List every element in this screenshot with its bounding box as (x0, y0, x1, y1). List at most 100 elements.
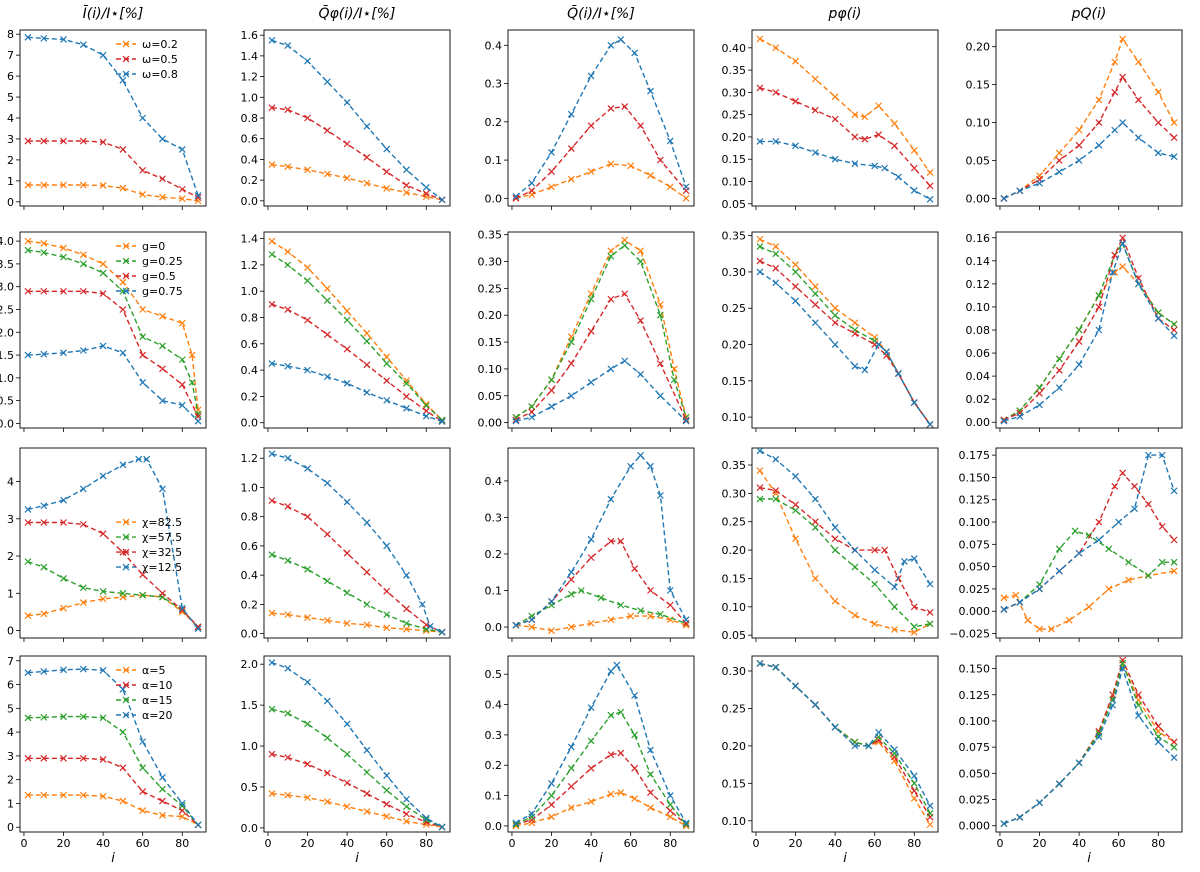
data-point (139, 571, 147, 579)
y-tick-label: 0.175 (959, 449, 991, 462)
y-tick-label: 0.20 (966, 41, 991, 54)
y-tick-label: 0.0 (485, 820, 503, 833)
y-tick-label: 0.25 (478, 282, 503, 295)
data-point (851, 362, 859, 370)
y-tick-label: 3 (7, 750, 14, 763)
legend-marker (122, 40, 130, 48)
data-point (323, 617, 331, 624)
y-tick-label: 0.1 (485, 585, 503, 598)
series-blue (24, 455, 202, 633)
data-point (178, 319, 186, 327)
data-point (926, 609, 934, 616)
data-point (528, 623, 536, 631)
y-tick-label: 4 (7, 726, 14, 739)
y-tick-label: 0.30 (722, 665, 747, 678)
series-line (271, 753, 443, 828)
series-green (756, 243, 934, 428)
series-blue (268, 450, 446, 636)
data-point (60, 287, 67, 295)
data-point (548, 376, 555, 384)
data-point (1055, 545, 1063, 553)
data-point (647, 746, 654, 754)
data-point (577, 587, 585, 594)
series-line (27, 794, 199, 826)
data-point (422, 816, 430, 824)
data-point (567, 743, 575, 751)
data-point (682, 194, 690, 202)
data-point (383, 587, 391, 595)
data-point (40, 34, 48, 42)
data-point (1095, 119, 1103, 126)
data-point (363, 790, 371, 797)
data-point (631, 731, 639, 739)
legend-label: g=0.25 (142, 255, 183, 268)
data-point (548, 149, 555, 156)
data-point (60, 181, 67, 189)
data-point (528, 616, 536, 624)
data-point (756, 35, 764, 43)
data-point (438, 823, 446, 831)
data-point (1119, 469, 1127, 477)
data-point (79, 181, 87, 189)
data-point (567, 590, 575, 598)
series-green (756, 660, 934, 817)
y-tick-label: 6 (7, 70, 14, 83)
y-tick-label: 2 (7, 550, 14, 563)
series-line (27, 715, 199, 826)
data-point (1131, 505, 1138, 513)
column-title-pQ: pQ(i) (1071, 6, 1107, 22)
data-point (268, 497, 276, 505)
y-tick-label: 0.10 (722, 411, 747, 424)
data-point (343, 379, 351, 387)
data-point (567, 145, 575, 153)
data-point (323, 331, 331, 339)
data-point (119, 306, 127, 313)
y-tick-label: 0.20 (722, 339, 747, 352)
series-orange (756, 467, 934, 636)
y-tick-label: 0.30 (722, 487, 747, 500)
y-tick-label: 0.30 (722, 266, 747, 279)
series-blue (268, 360, 446, 425)
data-point (284, 664, 292, 672)
series-line (515, 752, 687, 826)
legend-label: g=0.5 (142, 270, 176, 283)
data-point (99, 714, 107, 722)
y-tick-label: 0.0 (241, 195, 259, 208)
data-point (528, 408, 536, 416)
data-point (587, 378, 595, 386)
series-line (515, 163, 687, 199)
data-point (304, 794, 311, 802)
data-point (1036, 585, 1043, 593)
axes-frame (507, 655, 695, 833)
data-point (1075, 759, 1083, 767)
x-axis-label: i (599, 851, 603, 866)
series-blue (24, 665, 202, 829)
data-point (587, 619, 595, 627)
data-point (139, 807, 147, 815)
data-point (871, 620, 879, 628)
data-point (139, 166, 147, 174)
axes-frame (995, 29, 1183, 207)
data-point (682, 819, 690, 827)
series-green (1000, 240, 1178, 424)
data-point (1119, 240, 1127, 247)
data-point (607, 790, 615, 798)
data-point (528, 403, 536, 410)
data-point (99, 756, 107, 763)
series-red (756, 84, 934, 190)
data-point (756, 660, 764, 667)
series-line (271, 612, 443, 633)
data-point (403, 393, 410, 400)
data-point (1095, 96, 1103, 104)
data-point (792, 535, 799, 543)
y-tick-label: 1.0 (241, 285, 259, 298)
data-point (756, 467, 764, 475)
data-point (194, 417, 202, 425)
data-point (99, 269, 107, 277)
data-point (268, 551, 276, 559)
panel-r2-c4: 0.10 0.15 0.20 0.25 0.30 0.35 (722, 230, 939, 432)
y-tick-label: 0.20 (722, 544, 747, 557)
data-point (119, 76, 127, 84)
data-point (422, 190, 430, 198)
data-point (1000, 606, 1008, 613)
